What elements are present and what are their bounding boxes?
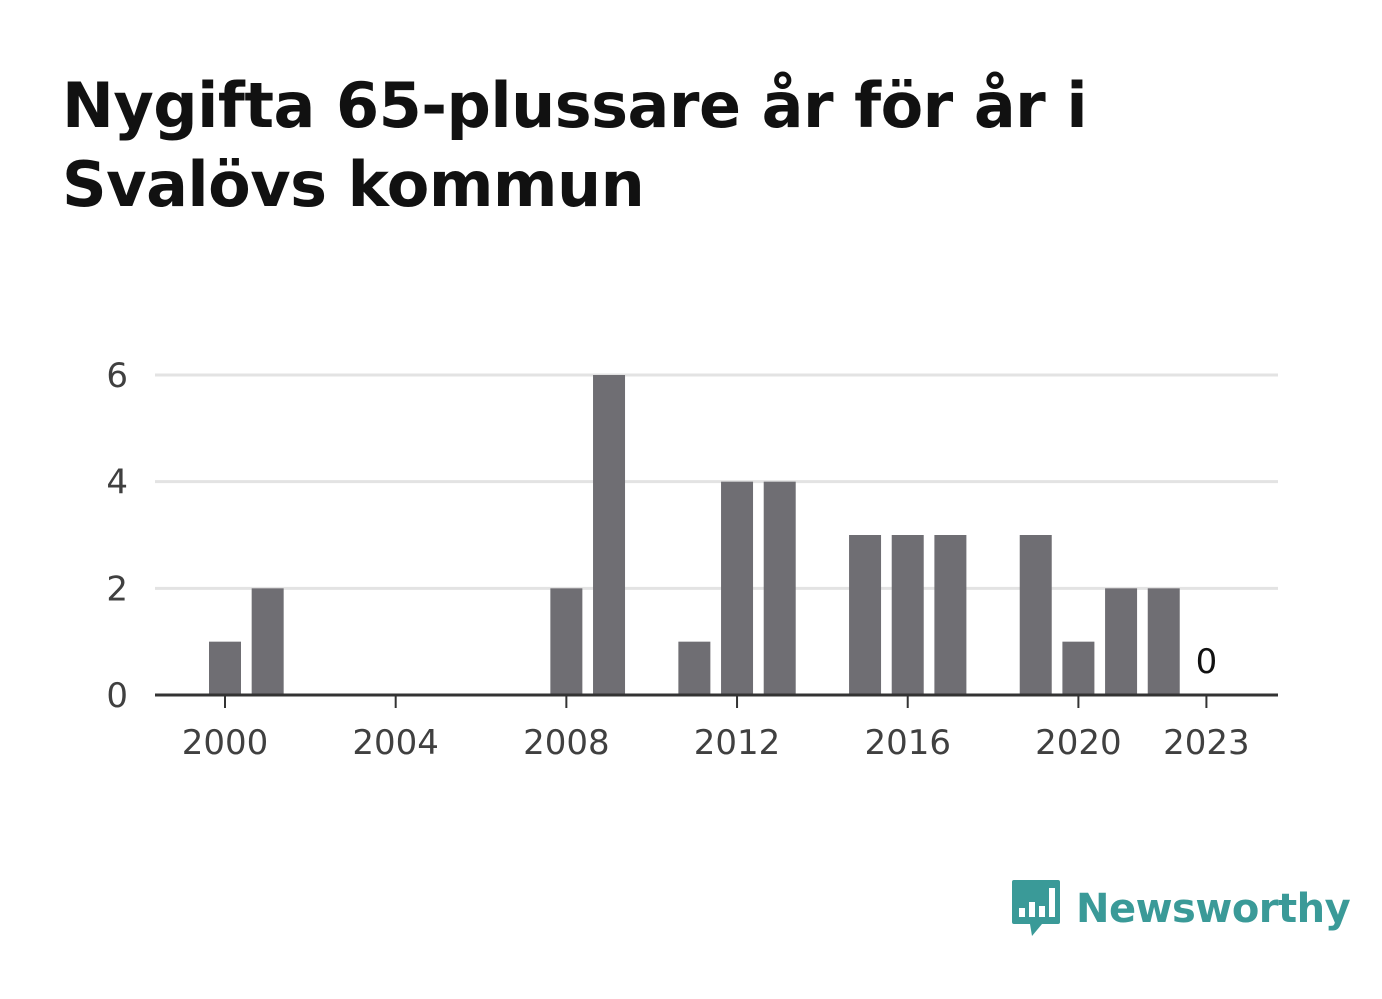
x-tick-label-2000: 2000: [182, 723, 269, 763]
y-tick-label-6: 6: [106, 356, 128, 396]
bar-2001: [251, 588, 284, 695]
logo-text: Newsworthy: [1076, 886, 1351, 932]
bar-2013: [763, 481, 796, 695]
data-label-2023: 0: [1196, 642, 1218, 682]
x-tick-label-2020: 2020: [1035, 723, 1122, 763]
newsworthy-logo: Newsworthy: [1010, 878, 1351, 940]
x-tick-label-2016: 2016: [864, 723, 951, 763]
bar-2021: [1105, 588, 1138, 695]
bar-2022: [1147, 588, 1180, 695]
y-tick-label-2: 2: [106, 569, 128, 609]
bar-2011: [678, 641, 711, 695]
x-tick-label-2004: 2004: [352, 723, 439, 763]
chart-title: Nygifta 65-plussare år för år i Svalövs …: [62, 69, 1088, 221]
x-tick-label-2023: 2023: [1163, 723, 1250, 763]
newsworthy-bar-chart-icon: [1012, 880, 1060, 936]
x-axis: [155, 693, 1278, 708]
bar-2009: [593, 375, 626, 695]
bar-2017: [934, 535, 967, 695]
bar-2016: [891, 535, 924, 695]
grid-lines: [155, 373, 1278, 590]
y-tick-label-4: 4: [106, 463, 128, 503]
x-tick-label-2012: 2012: [694, 723, 781, 763]
bars: [209, 375, 1180, 695]
bar-2015: [849, 535, 882, 695]
tick-labels: 0 2 4 6 2000 2004 2008 2012 2016 2020 2023 0: [106, 356, 1249, 763]
bar-2020: [1062, 641, 1095, 695]
x-tick-label-2008: 2008: [523, 723, 610, 763]
bar-2019: [1019, 535, 1052, 695]
y-tick-label-0: 0: [106, 676, 128, 716]
bar-2012: [721, 481, 754, 695]
bar-2008: [550, 588, 583, 695]
bar-2000: [209, 641, 241, 695]
